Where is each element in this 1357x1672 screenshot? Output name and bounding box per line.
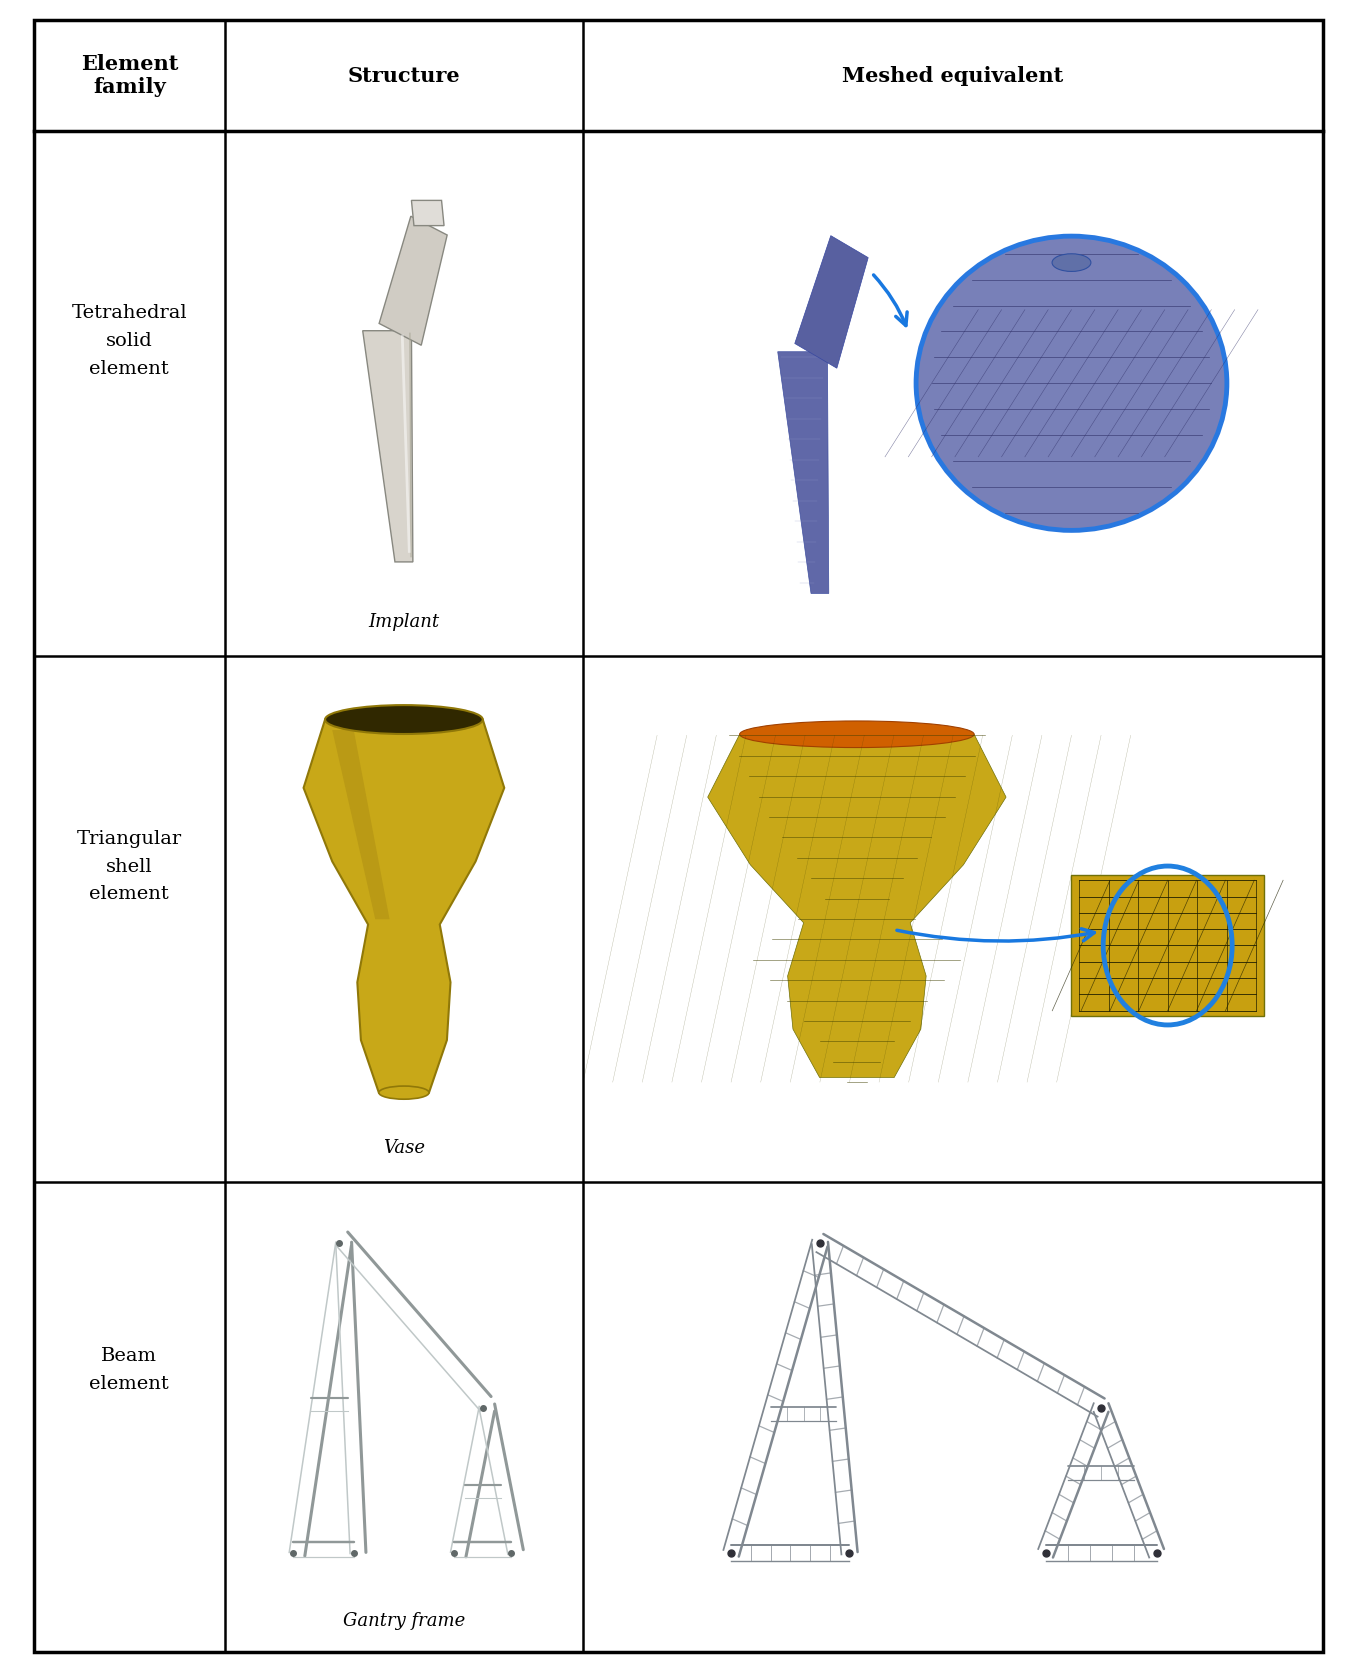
Polygon shape xyxy=(332,731,389,920)
Ellipse shape xyxy=(379,1087,429,1099)
Polygon shape xyxy=(708,734,1006,1077)
Text: Vase: Vase xyxy=(383,1139,425,1157)
Polygon shape xyxy=(411,201,444,226)
Text: Element
family: Element family xyxy=(80,54,178,97)
Ellipse shape xyxy=(740,721,974,747)
Text: Implant: Implant xyxy=(368,614,440,632)
Bar xyxy=(1072,874,1263,1017)
Ellipse shape xyxy=(326,706,483,734)
Polygon shape xyxy=(795,236,868,368)
Text: Tetrahedral
solid
element: Tetrahedral solid element xyxy=(72,304,187,378)
Text: Beam
element: Beam element xyxy=(90,1348,170,1393)
Polygon shape xyxy=(362,331,413,562)
Ellipse shape xyxy=(1052,254,1091,271)
Text: Gantry frame: Gantry frame xyxy=(343,1612,465,1630)
Text: Structure: Structure xyxy=(347,65,460,85)
Text: Triangular
shell
element: Triangular shell element xyxy=(77,829,182,903)
Ellipse shape xyxy=(916,236,1227,530)
Polygon shape xyxy=(304,719,505,1092)
Polygon shape xyxy=(379,216,448,344)
Polygon shape xyxy=(778,351,829,594)
Text: Meshed equivalent: Meshed equivalent xyxy=(843,65,1064,85)
